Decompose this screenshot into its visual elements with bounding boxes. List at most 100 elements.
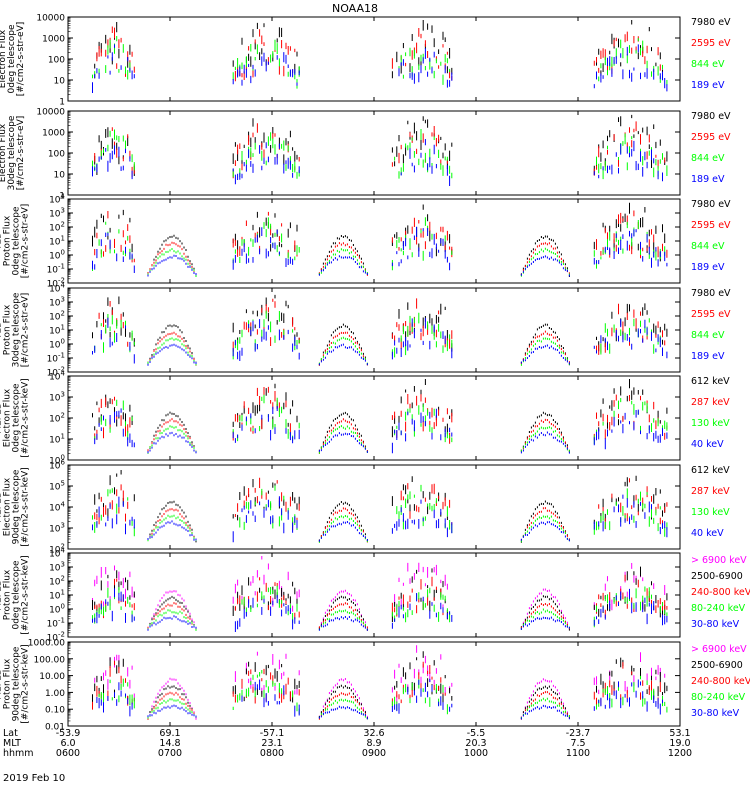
- ytick-label: 104: [49, 193, 65, 206]
- ytick-label: 1000: [42, 35, 65, 45]
- xtick-label: 23.1: [261, 738, 282, 749]
- legend-entry: 80-240 keV: [691, 692, 746, 703]
- legend-entry: 189 eV: [691, 262, 725, 273]
- ytick-label: 103: [49, 391, 65, 404]
- legend-entry: 287 keV: [691, 486, 730, 497]
- xtick-label: -57.1: [260, 728, 285, 739]
- legend-entry: 30-80 keV: [691, 619, 740, 630]
- series-marks: [94, 645, 666, 720]
- ytick-label: 1.00: [45, 689, 65, 699]
- y-axis-label-line: Proton Flux: [3, 658, 13, 709]
- series-marks: [96, 678, 663, 720]
- ytick-label: 101: [49, 324, 65, 337]
- xtick-label: 0900: [362, 748, 386, 759]
- legend-entry: 40 keV: [691, 439, 724, 450]
- xtick-label: 69.1: [159, 728, 180, 739]
- xtick-label: -53.9: [56, 728, 81, 739]
- y-axis-label-line: TED: [0, 321, 4, 340]
- ytick-label: 0.10: [45, 706, 65, 716]
- series-marks: [92, 317, 668, 366]
- series-marks: [92, 44, 668, 93]
- ytick-label: 10: [54, 171, 66, 181]
- panel-6: 102 103 104 105 106 MEPEDElectron Flux90deg t…: [0, 459, 730, 556]
- ytick-label: 1: [59, 192, 65, 202]
- xtick-label: -23.7: [566, 728, 591, 739]
- ytick-label: 102: [49, 412, 65, 425]
- legend-entry: 40 keV: [691, 528, 724, 539]
- legend-entry: 240-800 keV: [691, 676, 750, 687]
- ytick-label: 10-2: [47, 631, 65, 644]
- ytick-label: 10000: [36, 14, 65, 24]
- y-axis-label-line: [#/cm2-s-str-eV]: [16, 22, 26, 97]
- xtick-label: 0700: [158, 748, 182, 759]
- xaxis-row-label: MLT: [3, 738, 21, 749]
- y-axis-label-line: Electron Flux: [3, 477, 13, 536]
- ytick-label: 106: [49, 459, 65, 472]
- ytick-label: 100: [49, 338, 65, 351]
- legend-entry: 30-80 keV: [691, 708, 740, 719]
- y-axis-label-line: 90deg telescope: [12, 469, 22, 544]
- y-axis-label-line: TED: [0, 232, 4, 251]
- ytick-label: 104: [49, 282, 65, 295]
- ytick-label: 103: [49, 296, 65, 309]
- y-axis-label-line: [#/cm2-s-str-keV]: [21, 555, 31, 634]
- y-axis-label-line: 30deg telescope: [7, 115, 17, 190]
- xtick-label: 1100: [566, 748, 590, 759]
- y-axis-label-line: Proton Flux: [3, 569, 13, 620]
- y-axis-label: Electron Flux0deg telescope[#/cm2-s-str-…: [0, 22, 26, 97]
- y-axis-label: MEPEDProton Flux90deg telescope[#/cm2-s-…: [0, 644, 31, 723]
- y-axis-label: Electron Flux30deg telescope[#/cm2-s-str…: [0, 115, 26, 190]
- ytick-label: 102: [49, 575, 65, 588]
- ytick-label: 10.00: [39, 672, 65, 682]
- xtick-label: 20.3: [465, 738, 486, 749]
- legend-entry: 189 eV: [691, 174, 725, 185]
- legend-entry: 2500-6900: [691, 660, 743, 671]
- xtick-label: 19.0: [669, 738, 690, 749]
- ytick-label: 100: [49, 454, 65, 467]
- ytick-label: 100: [48, 150, 65, 160]
- ytick-label: 10-1: [47, 352, 65, 365]
- ytick-label: 100: [48, 56, 65, 66]
- ytick-label: 102: [49, 310, 65, 323]
- ytick-label: 104: [49, 370, 65, 383]
- panel-1: 1 10 100 1000 10000 Electron Flux0deg telesco…: [0, 14, 731, 108]
- legend-entry: > 6900 keV: [691, 555, 747, 566]
- plot-frame: [67, 16, 681, 102]
- xaxis-row-label: Lat: [3, 728, 18, 739]
- legend-entry: 2500-6900: [691, 571, 743, 582]
- legend-entry: 844 eV: [691, 241, 725, 252]
- ytick-label: 10-1: [47, 263, 65, 276]
- ytick-label: 100: [49, 249, 65, 262]
- xtick-label: 32.6: [363, 728, 384, 739]
- y-axis-label: TEDProton Flux0deg telescope[#/cm2-s-str…: [0, 204, 31, 279]
- y-axis-label-line: 0deg telescope: [12, 206, 22, 276]
- xaxis-row-label: hhmm: [3, 748, 34, 759]
- series-marks: [92, 588, 668, 632]
- ytick-label: 10: [54, 77, 66, 87]
- ytick-label: 103: [49, 207, 65, 220]
- date-label: 2019 Feb 10: [3, 773, 65, 784]
- legend-entry: 130 keV: [691, 418, 730, 429]
- y-axis-label-line: 0deg telescope: [12, 383, 22, 453]
- chart-title: NOAA18: [332, 2, 378, 15]
- y-axis-label-line: MEPED: [0, 402, 4, 434]
- plot-frame: [67, 641, 681, 727]
- legend-entry: 2595 eV: [691, 309, 731, 320]
- y-axis-label-line: 30deg telescope: [12, 292, 22, 367]
- series-marks: [92, 585, 668, 631]
- ytick-label: 10000: [36, 108, 65, 118]
- legend-entry: 7980 eV: [691, 111, 731, 122]
- xtick-label: 53.1: [669, 728, 690, 739]
- legend-entry: 2595 eV: [691, 132, 731, 143]
- y-axis-label-line: Proton Flux: [3, 215, 13, 266]
- legend-entry: 189 eV: [691, 351, 725, 362]
- panel-8: 0.010.101.0010.00100.001000.00MEPEDProto…: [0, 639, 750, 733]
- ytick-label: 101: [49, 433, 65, 446]
- ytick-label: 10-2: [47, 366, 65, 379]
- ytick-label: 105: [49, 480, 65, 493]
- ytick-label: 10-1: [47, 617, 65, 630]
- series-marks: [92, 139, 663, 186]
- y-axis-label: TEDProton Flux30deg telescope[#/cm2-s-st…: [0, 292, 31, 367]
